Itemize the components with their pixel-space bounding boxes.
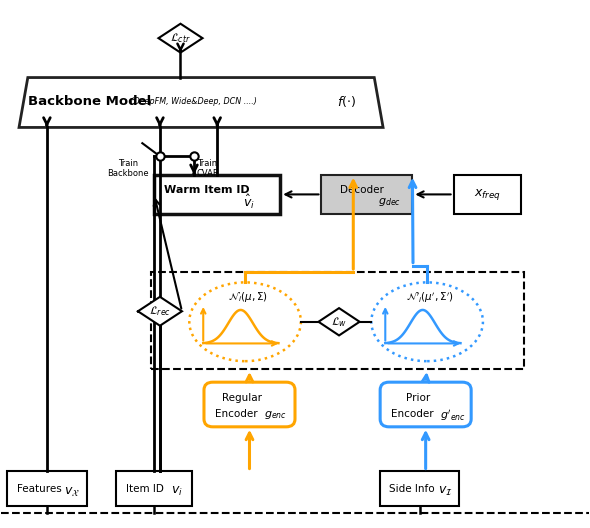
FancyBboxPatch shape — [380, 382, 471, 427]
Polygon shape — [138, 297, 182, 326]
Text: (DeepFM, Wide&Deep, DCN ....): (DeepFM, Wide&Deep, DCN ....) — [127, 97, 257, 106]
Text: $\mathcal{N}_i(\mu, \Sigma)$: $\mathcal{N}_i(\mu, \Sigma)$ — [228, 290, 268, 304]
Text: $\mathcal{L}_{ctr}$: $\mathcal{L}_{ctr}$ — [170, 31, 191, 45]
Text: Train
Backbone: Train Backbone — [107, 159, 149, 178]
Text: Train
CVAR: Train CVAR — [197, 159, 219, 178]
Text: Warm Item ID: Warm Item ID — [164, 185, 250, 195]
Polygon shape — [19, 78, 383, 127]
Text: $v_i$: $v_i$ — [171, 485, 183, 498]
Text: $\mathcal{L}_{w}$: $\mathcal{L}_{w}$ — [331, 315, 347, 328]
Text: $v_\mathcal{X}$: $v_\mathcal{X}$ — [64, 485, 80, 498]
Text: Decoder: Decoder — [339, 185, 384, 195]
Text: Item ID: Item ID — [126, 484, 164, 494]
FancyBboxPatch shape — [116, 472, 192, 506]
Text: $v_\mathcal{I}$: $v_\mathcal{I}$ — [438, 485, 453, 498]
FancyBboxPatch shape — [7, 472, 87, 506]
Text: Regular: Regular — [222, 393, 262, 403]
Text: $\hat{v}_i$: $\hat{v}_i$ — [243, 193, 255, 211]
FancyBboxPatch shape — [151, 272, 524, 369]
Ellipse shape — [189, 282, 301, 361]
Text: $x_{freq}$: $x_{freq}$ — [474, 187, 501, 202]
Text: Features: Features — [17, 484, 61, 494]
Text: $g'_{enc}$: $g'_{enc}$ — [440, 408, 466, 423]
Text: Encoder: Encoder — [215, 409, 257, 419]
Text: Encoder: Encoder — [391, 409, 433, 419]
Ellipse shape — [371, 282, 483, 361]
Text: $g_{dec}$: $g_{dec}$ — [378, 196, 401, 208]
Text: Backbone Model: Backbone Model — [28, 95, 151, 108]
Text: $f(\cdot)$: $f(\cdot)$ — [337, 94, 356, 109]
Text: Side Info: Side Info — [389, 484, 435, 494]
Polygon shape — [159, 24, 202, 53]
Text: $\mathcal{N}'_i(\mu', \Sigma')$: $\mathcal{N}'_i(\mu', \Sigma')$ — [407, 290, 454, 305]
Text: $g_{enc}$: $g_{enc}$ — [264, 409, 287, 421]
FancyBboxPatch shape — [204, 382, 295, 427]
FancyBboxPatch shape — [380, 472, 460, 506]
FancyBboxPatch shape — [322, 175, 412, 214]
FancyBboxPatch shape — [454, 175, 521, 214]
Text: Prior: Prior — [407, 393, 431, 403]
Text: $\mathcal{L}_{rec}$: $\mathcal{L}_{rec}$ — [149, 304, 171, 318]
FancyBboxPatch shape — [154, 175, 280, 214]
Polygon shape — [319, 308, 359, 335]
